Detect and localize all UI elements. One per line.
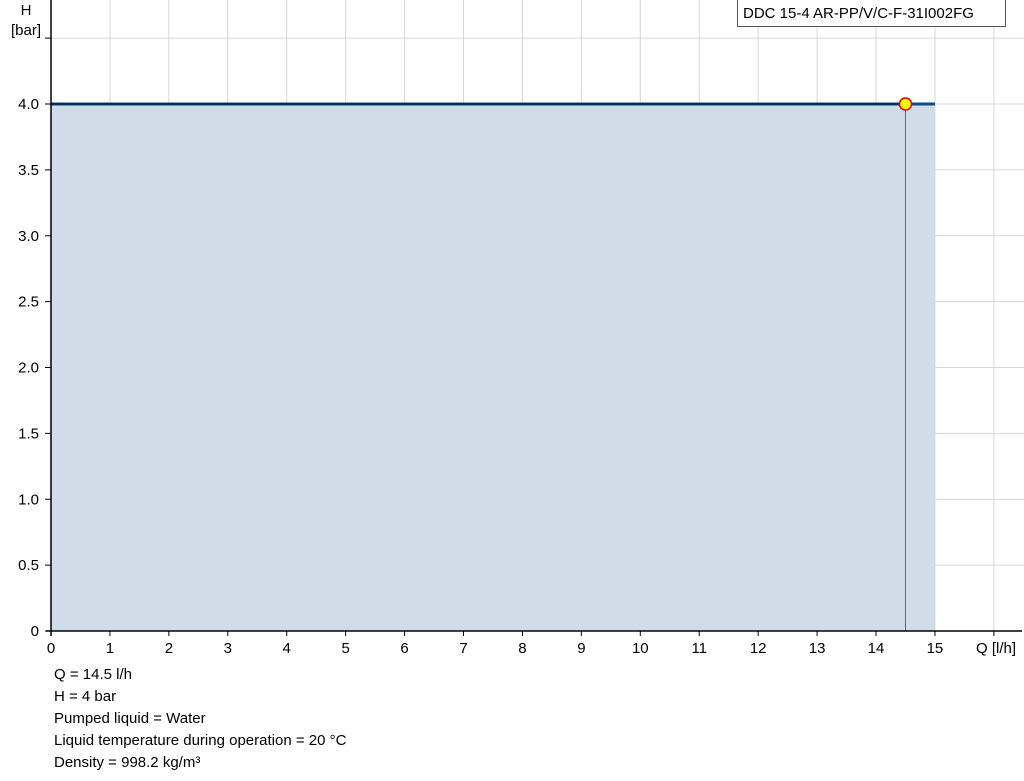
info-liquid: Pumped liquid = Water: [54, 710, 206, 727]
x-tick-label: 13: [809, 640, 826, 657]
x-tick-label: 12: [750, 640, 767, 657]
x-tick-label: 6: [400, 640, 408, 657]
y-axis-label: H: [21, 2, 32, 19]
x-tick-label: 3: [224, 640, 232, 657]
x-tick-label: 5: [341, 640, 349, 657]
y-tick-label: 2.5: [18, 294, 39, 311]
info-density: Density = 998.2 kg/m³: [54, 754, 201, 771]
x-tick-label: 0: [47, 640, 55, 657]
operating-point: [898, 97, 913, 111]
info-head: H = 4 bar: [54, 688, 117, 705]
x-tick-label: 15: [927, 640, 944, 657]
y-tick-label: 0.5: [18, 557, 39, 574]
y-tick-label: 1.5: [18, 425, 39, 442]
x-tick-label: 4: [283, 640, 291, 657]
legend-product-name: DDC 15-4 AR-PP/V/C-F-31I002FG: [737, 0, 1006, 27]
y-axis-unit: [bar]: [11, 22, 41, 39]
info-flow: Q = 14.5 l/h: [54, 666, 132, 683]
x-tick-label: 10: [632, 640, 649, 657]
x-axis-label: Q [l/h]: [976, 640, 1016, 657]
x-tick-label: 11: [691, 640, 707, 657]
x-tick-label: 1: [106, 640, 114, 657]
y-tick-label: 4.0: [18, 96, 39, 113]
y-tick-label: 2.0: [18, 360, 39, 377]
y-tick-label: 1.0: [18, 491, 39, 508]
x-tick-label: 14: [868, 640, 885, 657]
x-tick-label: 8: [518, 640, 526, 657]
pump-curve-chart: 0 1 2 3 4 5 6 7 8 9 10 11 12 13 14 1500.51.01.52.02.53.…: [11, 0, 1024, 657]
y-tick-label: 3.0: [18, 228, 39, 245]
y-tick-label: 3.5: [18, 162, 39, 179]
y-tick-label: 0: [31, 623, 39, 640]
operating-info: Q = 14.5 l/h H = 4 bar Pumped liquid = W…: [54, 664, 346, 774]
x-tick-label: 2: [165, 640, 173, 657]
x-tick-label: 9: [577, 640, 585, 657]
curve-area: [51, 104, 935, 631]
x-tick-label: 7: [459, 640, 467, 657]
info-temperature: Liquid temperature during operation = 20…: [54, 732, 347, 749]
